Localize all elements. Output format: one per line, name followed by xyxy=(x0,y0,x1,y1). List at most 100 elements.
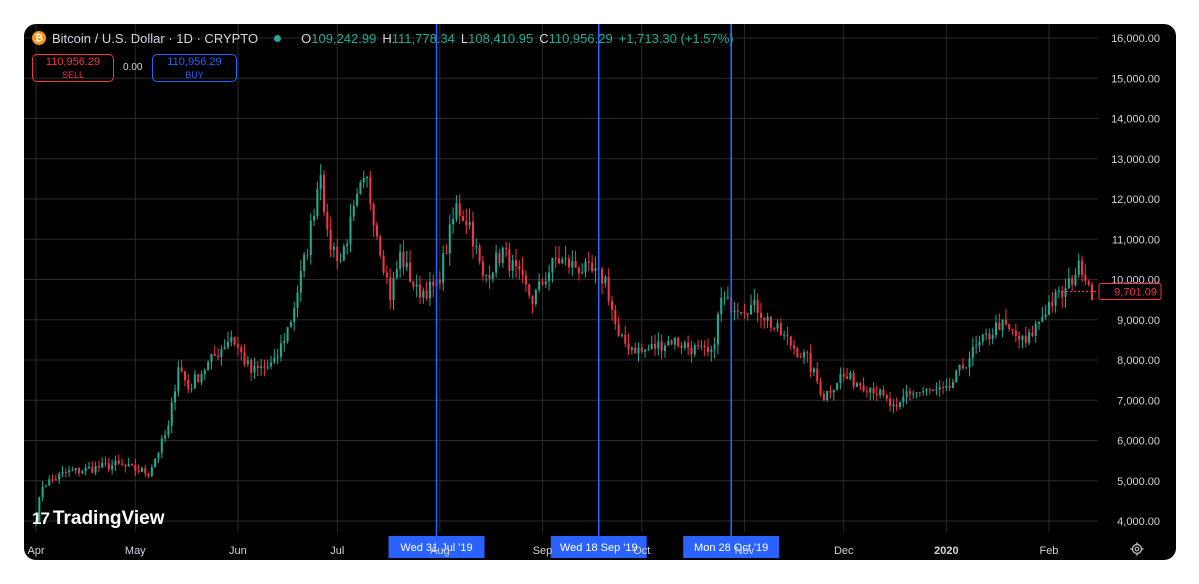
candle xyxy=(733,302,736,321)
candle xyxy=(78,466,81,477)
candle-body xyxy=(230,337,233,342)
candle-body xyxy=(452,219,455,225)
candle-body xyxy=(766,316,769,321)
candle-body xyxy=(207,361,210,371)
candle xyxy=(607,268,610,306)
bitcoin-icon[interactable]: ₿ xyxy=(32,31,46,45)
candle xyxy=(150,464,153,478)
candle-body xyxy=(501,247,504,264)
candle xyxy=(137,464,140,474)
gear-icon[interactable] xyxy=(1130,542,1144,556)
candle-body xyxy=(511,260,514,271)
tradingview-logo[interactable]: 17 TradingView xyxy=(32,508,165,530)
candle-body xyxy=(610,300,614,310)
candle xyxy=(438,271,441,290)
candle-body xyxy=(200,373,203,383)
buy-button[interactable]: 110,956.29 BUY xyxy=(152,54,237,82)
candle xyxy=(233,336,236,347)
candle xyxy=(399,243,402,279)
candle-body xyxy=(283,341,286,344)
candle xyxy=(935,382,938,396)
x-tick-label: Oct xyxy=(633,545,650,557)
candle-body xyxy=(822,393,825,400)
candle xyxy=(763,317,766,329)
candle xyxy=(895,397,898,412)
candle-body xyxy=(286,327,289,342)
candle-body xyxy=(508,249,511,271)
candle xyxy=(1064,278,1067,308)
candle-body xyxy=(442,253,445,283)
candle xyxy=(809,344,812,378)
candle-body xyxy=(1001,319,1004,331)
candle-body xyxy=(1064,288,1067,297)
candle xyxy=(799,352,802,358)
candle xyxy=(346,239,349,255)
candle-body xyxy=(985,333,988,335)
candle xyxy=(514,248,518,278)
candle xyxy=(428,271,431,307)
candle-body xyxy=(1011,329,1014,331)
candle-body xyxy=(677,337,680,346)
candle xyxy=(140,466,143,473)
candle xyxy=(670,339,673,346)
candle xyxy=(253,357,256,379)
candle-body xyxy=(240,347,243,353)
candle-body xyxy=(601,268,604,284)
candle-body xyxy=(478,246,481,262)
low-label: L xyxy=(460,30,469,46)
candle-body xyxy=(1018,335,1021,340)
candle-body xyxy=(753,299,756,306)
candle-body xyxy=(342,246,345,261)
candle-body xyxy=(541,281,544,285)
candle xyxy=(405,250,408,272)
candle xyxy=(706,338,710,357)
candle-body xyxy=(332,246,335,250)
price-chart[interactable]: Wed 31 Jul '19 Wed 18 Sep '19 Mon 28 Oct '… xyxy=(24,24,1176,560)
candle-body xyxy=(164,435,167,439)
candle xyxy=(481,256,484,281)
candle xyxy=(577,266,580,281)
y-tick-label: 6,000.00 xyxy=(1117,436,1160,448)
candle xyxy=(61,466,64,478)
candle-body xyxy=(160,438,163,453)
candle xyxy=(846,367,849,380)
candle xyxy=(971,337,974,367)
candle-body xyxy=(1004,319,1007,325)
candle xyxy=(511,254,514,279)
sell-button[interactable]: 110,956.29 SELL xyxy=(32,54,114,82)
candle-body xyxy=(670,340,673,345)
candle xyxy=(766,312,769,329)
candle xyxy=(554,246,557,269)
candle-body xyxy=(322,174,326,213)
candle xyxy=(442,245,445,292)
y-tick-label: 14,000.00 xyxy=(1111,114,1160,126)
candle xyxy=(501,246,504,268)
candle xyxy=(1087,279,1090,287)
candle-body xyxy=(91,467,94,473)
candle-body xyxy=(74,468,77,471)
candle xyxy=(250,357,253,381)
candle xyxy=(369,170,372,211)
candle xyxy=(1077,253,1080,278)
candle-body xyxy=(213,353,216,356)
candle xyxy=(306,248,309,260)
candle-body xyxy=(660,341,663,352)
candle-body xyxy=(690,347,693,355)
candle xyxy=(286,326,289,344)
candle-body xyxy=(392,277,395,301)
candle-body xyxy=(293,308,296,323)
candle-body xyxy=(650,344,653,350)
candle xyxy=(372,202,375,237)
symbol-title[interactable]: Bitcoin / U.S. Dollar · 1D · CRYPTO xyxy=(52,30,259,46)
candle xyxy=(604,274,607,288)
candle xyxy=(111,459,114,475)
x-tick-label: Sep xyxy=(533,545,553,557)
candle-body xyxy=(412,281,415,287)
candle-body xyxy=(203,370,206,374)
x-tick-label: Apr xyxy=(27,545,44,557)
candle xyxy=(538,273,541,293)
candle-body xyxy=(263,366,266,368)
candle-body xyxy=(720,297,723,315)
candle xyxy=(432,274,435,298)
candle-body xyxy=(776,323,779,329)
